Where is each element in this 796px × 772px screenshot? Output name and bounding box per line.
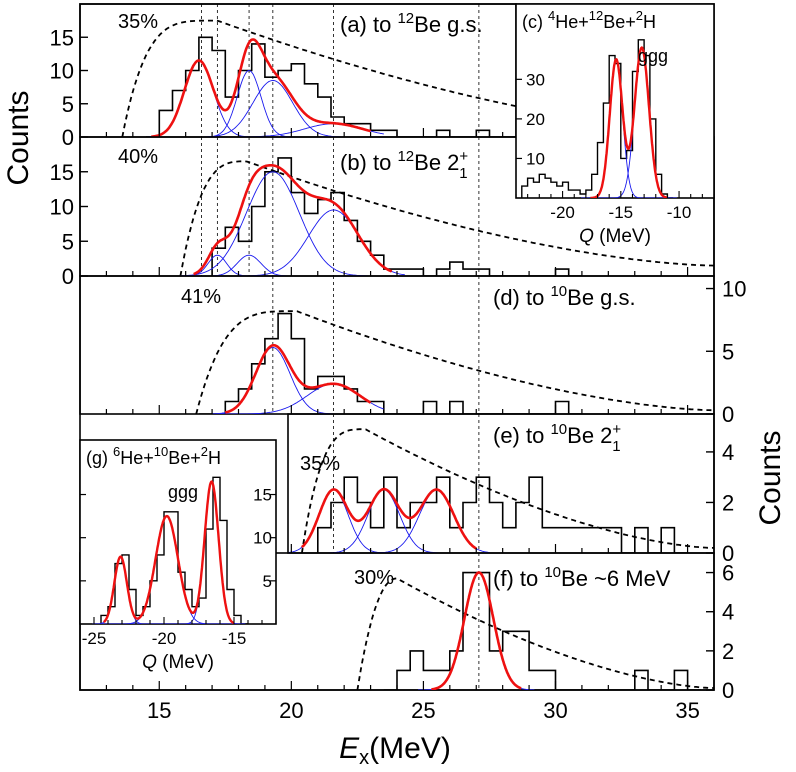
panel-label-d: (d) to 10Be g.s.: [493, 283, 636, 310]
y-tick-label: 0: [722, 541, 734, 566]
inset-x-tick-label: -20: [152, 629, 177, 648]
inset-x-tick-label: -25: [82, 629, 107, 648]
fit-component-curve: [180, 254, 405, 276]
inset-plot-area: [92, 476, 248, 624]
inset-x-tick-label: -15: [609, 203, 634, 222]
fit-component-curve: [138, 80, 384, 137]
main-panels: 0 5 10 15 (a) to 12Be g.s. 35% 0 5 10 15 (b) to 12…: [50, 3, 746, 703]
inset-label-g: (g) 6He+10Be+2H: [86, 444, 221, 468]
panel-f: 0 2 4 6 (f) to 10Be ~6 MeV 30%: [79, 552, 734, 703]
inset-frame: [515, 3, 715, 199]
histogram: [383, 571, 701, 690]
inset-panels: 10 20 30 -20 -15 -10 Q (MeV) (c) 4He+12Be+2H ggg…: [79, 3, 715, 673]
efficiency-percent-label: 30%: [354, 567, 394, 589]
inset-total-fit: [102, 480, 235, 624]
y-tick-label: 0: [722, 678, 734, 703]
panel-a: 0 5 10 15 (a) to 12Be g.s. 35%: [50, 3, 517, 150]
x-tick-label: 25: [411, 698, 435, 723]
panel-plot-area: [356, 553, 714, 690]
total-fit-curve: [300, 487, 477, 550]
histogram: [211, 157, 582, 276]
histogram: [146, 36, 516, 137]
efficiency-curve: [195, 310, 714, 414]
y-tick-label: 2: [722, 490, 734, 515]
inset-y-tick-label: 20: [526, 110, 545, 129]
y-tick-label: 15: [50, 25, 74, 50]
x-tick-label: 20: [279, 698, 303, 723]
efficiency-percent-label: 41%: [181, 286, 221, 308]
panel-label-e: (e) to 10Be 2+ 1: [493, 421, 621, 455]
y-tick-label: 4: [722, 600, 734, 625]
y-tick-label: 10: [722, 277, 746, 302]
inset-x-tick-label: -10: [667, 203, 692, 222]
panel-label-f: (f) to 10Be ~6 MeV: [493, 564, 671, 591]
y-tick-label: 6: [722, 561, 734, 586]
inset-tag: ggg: [638, 46, 668, 66]
fit-component-curve: [138, 70, 384, 137]
efficiency-curve: [301, 428, 714, 553]
inset-x-axis-label: Q (MeV): [142, 652, 214, 673]
inset-x-tick-label: -20: [550, 203, 575, 222]
fit-component-curve: [288, 489, 490, 553]
histogram: [198, 312, 582, 414]
x-tick-label: 15: [147, 698, 171, 723]
efficiency-percent-label: 40%: [118, 146, 158, 168]
y-tick-label: 10: [50, 195, 74, 220]
efficiency-percent-label: 35%: [118, 11, 158, 33]
y-axis-label-left: Counts: [2, 90, 35, 185]
x-tick-labels: 15 20 25 30 35: [147, 698, 700, 723]
total-fit-curve: [151, 38, 372, 137]
fit-component-curve: [288, 489, 490, 553]
inset-total-fit: [590, 46, 668, 198]
efficiency-curve: [121, 19, 516, 137]
panel-plot-area: [121, 4, 516, 137]
inset-tag: ggg: [168, 482, 198, 502]
y-tick-label: 5: [62, 229, 74, 254]
inset-y-tick-label: 10: [253, 529, 272, 548]
panel-e: 0 2 4 (e) to 10Be 2+ 1 35%: [287, 413, 734, 566]
y-axis-label-right: Counts: [754, 430, 787, 525]
efficiency-curve: [356, 577, 714, 690]
panel-d: 0 5 10 (d) to 10Be g.s. 41%: [79, 275, 746, 427]
panel-b: 0 5 10 15 (b) to 12Be 2+ 1 40%: [50, 136, 715, 289]
y-tick-label: 2: [722, 639, 734, 664]
inset-x-tick-label: -15: [222, 629, 247, 648]
inset-y-tick-label: 5: [263, 572, 272, 591]
inset-c: 10 20 30 -20 -15 -10 Q (MeV) (c) 4He+12Be+2H ggg: [515, 3, 715, 247]
total-fit-curve: [224, 344, 372, 414]
total-fit-curve: [193, 164, 393, 276]
y-tick-label: 15: [50, 160, 74, 185]
histogram: [317, 476, 688, 553]
inset-y-tick-label: 15: [253, 486, 272, 505]
x-tick-label: 35: [675, 698, 699, 723]
fit-component-curve: [288, 489, 490, 553]
inset-label-c: (c) 4He+12Be+2H: [522, 8, 656, 32]
y-tick-label: 4: [722, 440, 734, 465]
efficiency-curve: [179, 160, 714, 276]
y-tick-label: 5: [722, 339, 734, 364]
efficiency-percent-label: 35%: [300, 453, 340, 475]
inset-y-tick-label: 10: [526, 149, 545, 168]
x-tick-label: 30: [543, 698, 567, 723]
panel-label-b: (b) to 12Be 2+ 1: [340, 148, 468, 182]
panel-label-a: (a) to 12Be g.s.: [340, 10, 483, 37]
total-fit-curve: [431, 571, 522, 690]
x-axis-label: Ex(MeV): [339, 732, 451, 769]
y-tick-label: 10: [50, 59, 74, 84]
panel-plot-area: [179, 137, 714, 276]
y-tick-label: 0: [62, 264, 74, 289]
panel-plot-area: [288, 414, 714, 553]
panel-plot-area: [195, 276, 714, 414]
y-tick-label: 0: [722, 402, 734, 427]
inset-y-tick-label: 30: [526, 70, 545, 89]
y-tick-label: 0: [62, 125, 74, 150]
inset-g: 5 10 15 -25 -20 -15 Q (MeV) (g) 6He+10Be+2H ggg: [79, 439, 277, 673]
inset-x-axis-label: Q (MeV): [579, 226, 651, 247]
fit-component-curve: [180, 171, 405, 276]
y-tick-label: 5: [62, 92, 74, 117]
inset-histogram: [521, 39, 674, 198]
